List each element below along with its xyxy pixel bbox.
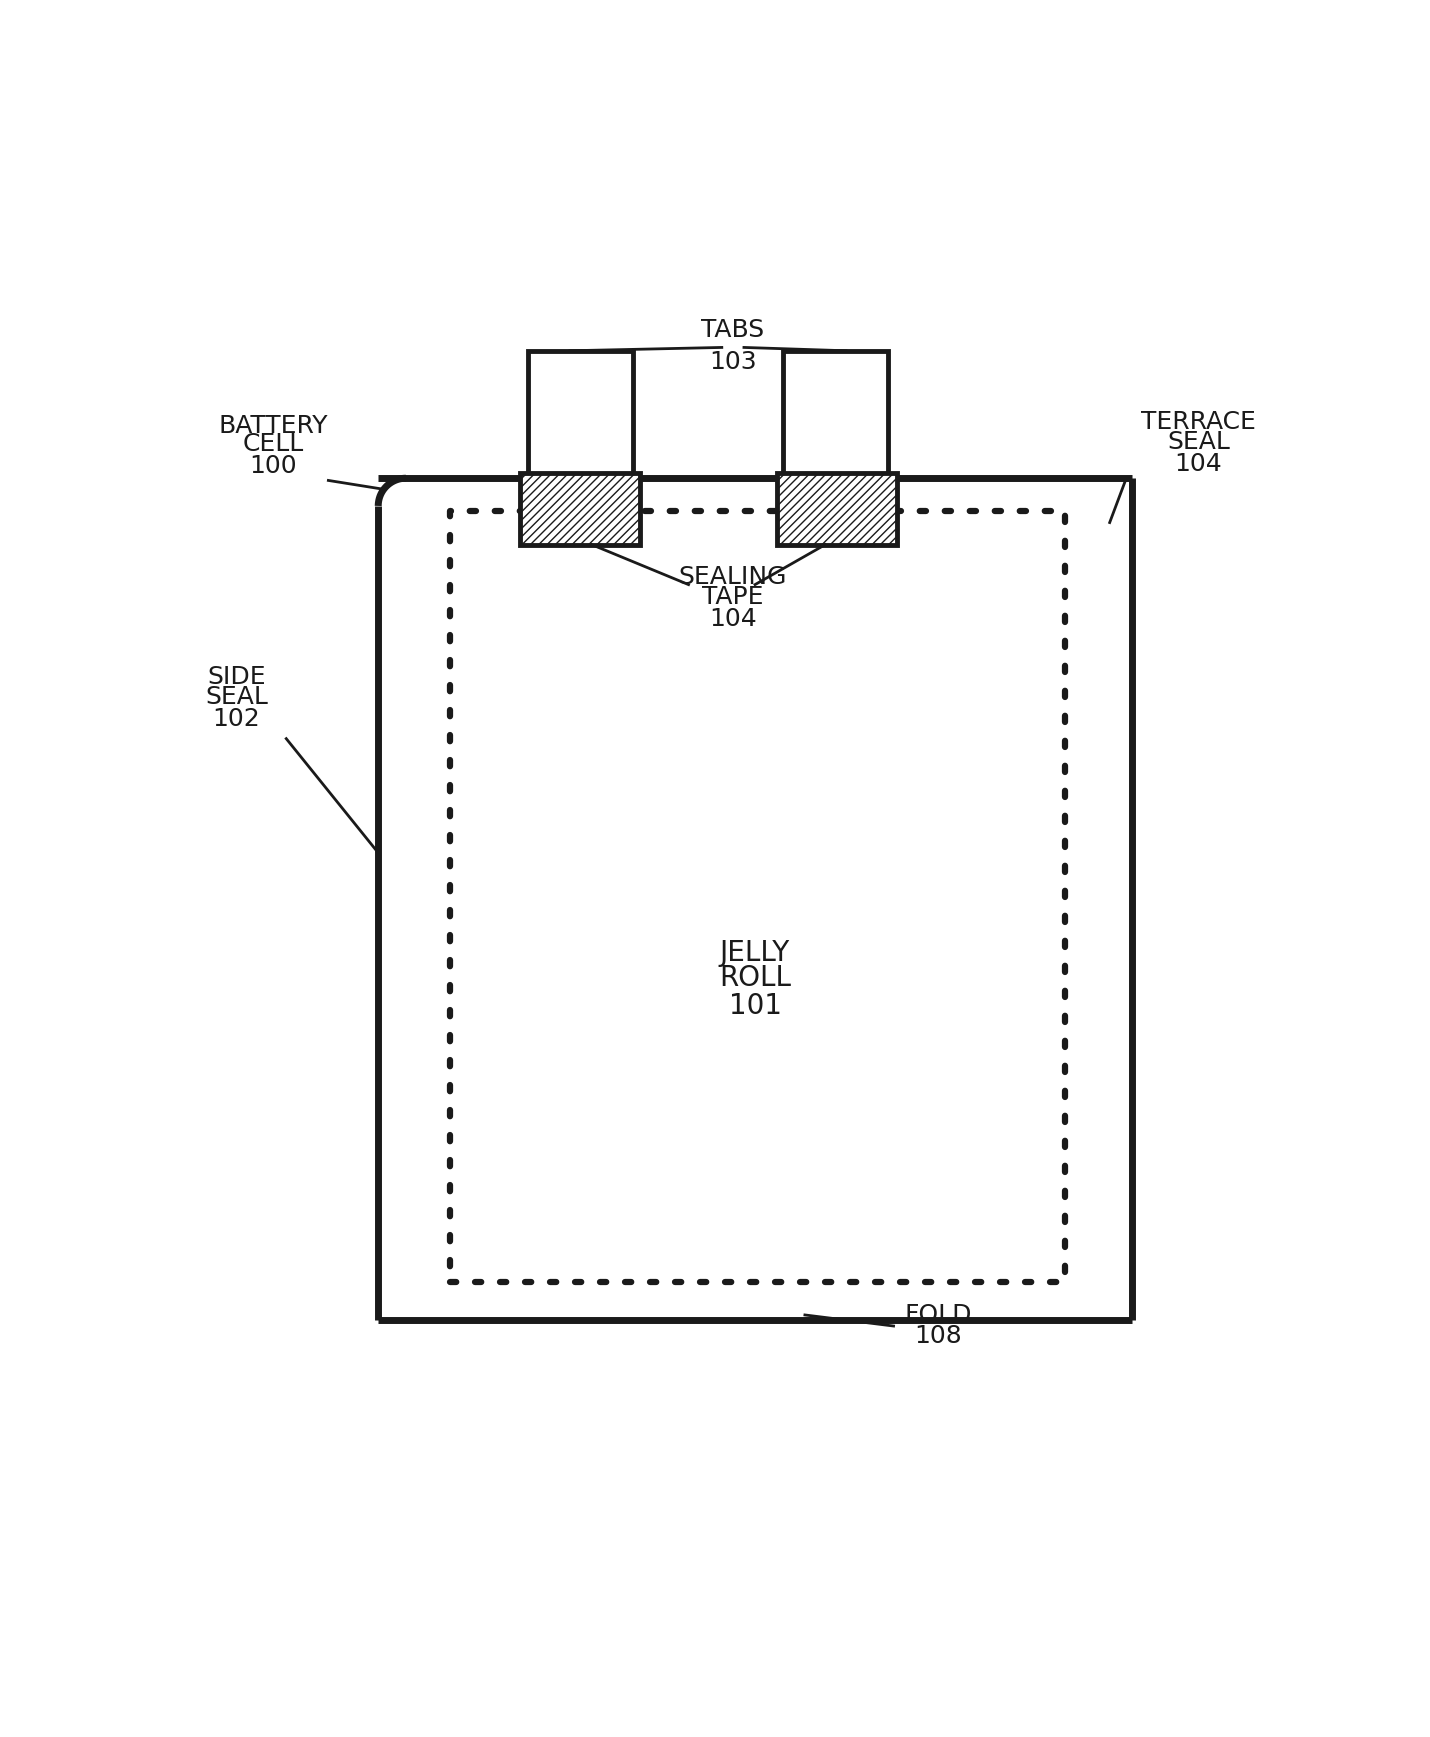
Text: 101: 101: [728, 992, 782, 1020]
Text: 104: 104: [1174, 452, 1223, 476]
Text: JELLY: JELLY: [719, 940, 791, 968]
Bar: [450, 511, 1065, 1282]
Bar: [528, 351, 633, 478]
Text: SEALING: SEALING: [679, 565, 787, 589]
Text: 103: 103: [709, 349, 756, 373]
Text: TERRACE: TERRACE: [1141, 410, 1256, 434]
Text: SEAL: SEAL: [1167, 429, 1230, 453]
Bar: [378, 478, 1133, 1320]
Text: SEAL: SEAL: [204, 684, 267, 709]
Text: 102: 102: [213, 707, 260, 731]
Bar: [782, 351, 888, 478]
Bar: [521, 472, 639, 545]
Text: 108: 108: [914, 1324, 962, 1348]
Text: BATTERY: BATTERY: [219, 415, 327, 438]
Text: 104: 104: [709, 608, 756, 631]
Text: TABS: TABS: [701, 318, 765, 342]
Text: 100: 100: [249, 453, 297, 478]
Text: TAPE: TAPE: [702, 585, 764, 610]
Text: SIDE: SIDE: [207, 665, 266, 690]
Text: ROLL: ROLL: [719, 964, 791, 992]
Bar: [778, 472, 897, 545]
Text: CELL: CELL: [242, 433, 303, 457]
Text: FOLD: FOLD: [904, 1303, 971, 1327]
